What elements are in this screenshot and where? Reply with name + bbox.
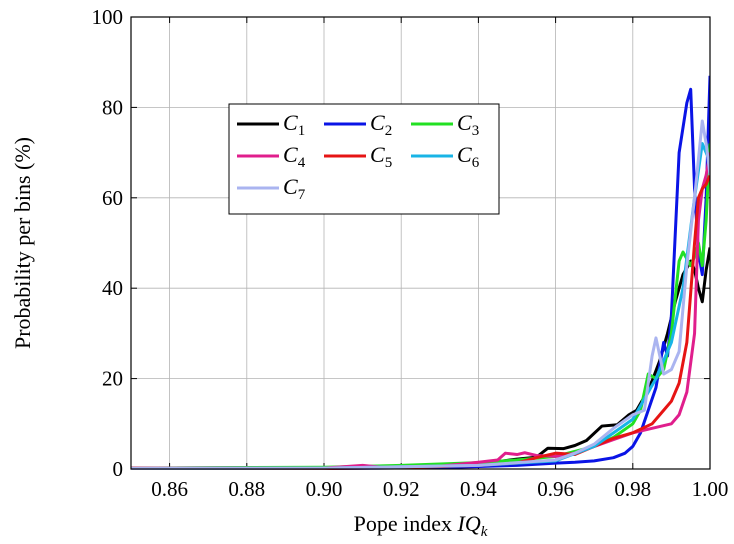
- grid: [131, 16, 711, 470]
- x-tick-label: 0.90: [306, 477, 343, 501]
- x-tick-label: 0.98: [614, 477, 651, 501]
- plot-frame: [130, 16, 711, 470]
- y-tick-label: 0: [113, 457, 124, 481]
- legend-label-c7: C7: [283, 174, 306, 203]
- x-tick-label: 0.86: [151, 477, 188, 501]
- legend-box: [228, 103, 500, 215]
- legend-label-c2: C2: [370, 110, 392, 139]
- x-tick-label: 0.92: [383, 477, 420, 501]
- y-tick-label: 20: [102, 367, 123, 391]
- x-tick-label: 0.96: [537, 477, 574, 501]
- legend-label-c3: C3: [457, 110, 479, 139]
- y-tick-label: 40: [102, 276, 123, 300]
- y-tick-label: 80: [102, 95, 123, 119]
- tick-labels: 0.86 0.88 0.90 0.92 0.94 0.96 0.98 1.00 0 20 40 60 8…: [92, 5, 729, 501]
- x-tick-label: 1.00: [692, 477, 729, 501]
- legend-label-c6: C6: [457, 142, 480, 171]
- legend-label-c5: C5: [370, 142, 392, 171]
- series-line-c7: [131, 119, 710, 471]
- legend-label-c4: C4: [283, 142, 306, 171]
- x-axis-label: Pope index IQk: [354, 511, 488, 540]
- x-tick-label: 0.88: [228, 477, 265, 501]
- legend-label-c1: C1: [283, 110, 305, 139]
- series-lines: [131, 75, 710, 471]
- y-axis-label: Probability per bins (%): [10, 137, 35, 349]
- y-tick-label: 100: [92, 5, 124, 29]
- y-tick-label: 60: [102, 186, 123, 210]
- legend: C1 C2 C3 C4 C5 C6 C7: [228, 103, 500, 215]
- x-tick-label: 0.94: [460, 477, 497, 501]
